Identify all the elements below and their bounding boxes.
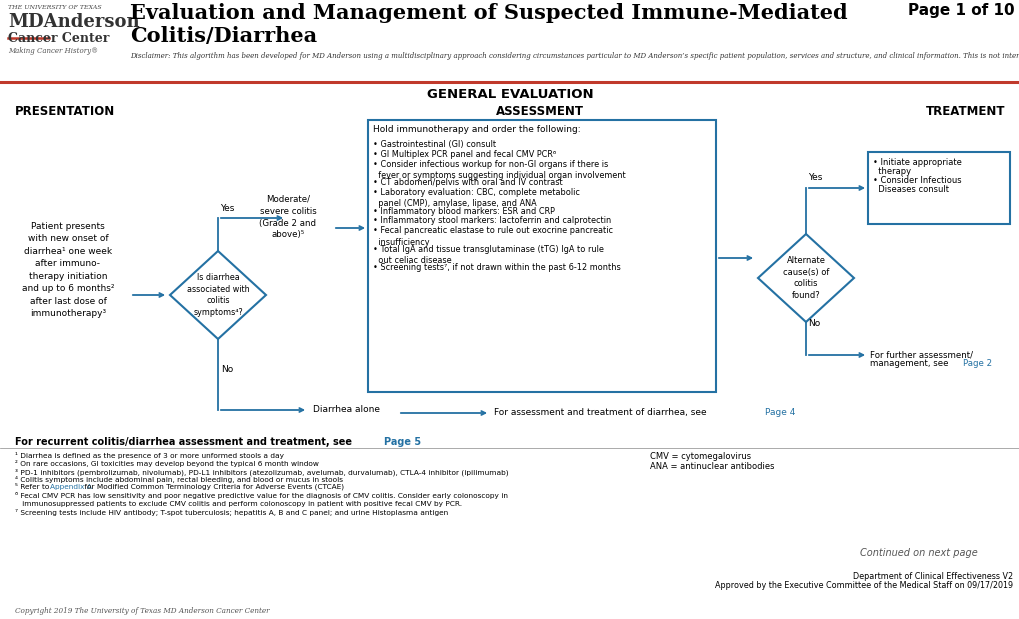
Text: • Initiate appropriate: • Initiate appropriate <box>872 158 961 167</box>
Text: • Laboratory evaluation: CBC, complete metabolic
  panel (CMP), amylase, lipase,: • Laboratory evaluation: CBC, complete m… <box>373 188 580 209</box>
Text: Page 4: Page 4 <box>764 408 795 417</box>
Text: Page 5: Page 5 <box>384 437 421 447</box>
Text: Approved by the Executive Committee of the Medical Staff on 09/17/2019: Approved by the Executive Committee of t… <box>714 581 1012 590</box>
Polygon shape <box>757 234 853 322</box>
Text: Continued on next page: Continued on next page <box>859 548 977 558</box>
Text: Appendix A: Appendix A <box>50 484 92 490</box>
Text: CMV = cytomegalovirus: CMV = cytomegalovirus <box>649 452 750 461</box>
Text: • Fecal pancreatic elastase to rule out exocrine pancreatic
  insufficiency: • Fecal pancreatic elastase to rule out … <box>373 226 612 246</box>
Text: Alternate
cause(s) of
colitis
found?: Alternate cause(s) of colitis found? <box>782 256 828 300</box>
Text: No: No <box>807 319 819 328</box>
Text: Page 2: Page 2 <box>962 359 990 368</box>
Text: No: No <box>221 365 233 374</box>
Text: TREATMENT: TREATMENT <box>924 105 1004 118</box>
Text: • Inflammatory stool markers: lactoferrin and calprotectin: • Inflammatory stool markers: lactoferri… <box>373 217 610 225</box>
Text: Department of Clinical Effectiveness V2: Department of Clinical Effectiveness V2 <box>852 572 1012 581</box>
Text: For assessment and treatment of diarrhea, see: For assessment and treatment of diarrhea… <box>493 408 709 417</box>
Text: Colitis/Diarrhea: Colitis/Diarrhea <box>129 26 317 46</box>
Text: • CT abdomen/pelvis with oral and IV contrast: • CT abdomen/pelvis with oral and IV con… <box>373 178 562 187</box>
Bar <box>867 152 1009 224</box>
Text: ⁶ Fecal CMV PCR has low sensitivity and poor negative predictive value for the d: ⁶ Fecal CMV PCR has low sensitivity and … <box>15 492 507 507</box>
Text: Cancer Center: Cancer Center <box>8 32 109 45</box>
Text: ³ PD-1 inhibitors (pembrolizumab, nivolumab), PD-L1 inhibitors (atezolizumab, av: ³ PD-1 inhibitors (pembrolizumab, nivolu… <box>15 468 508 475</box>
Text: MDAnderson: MDAnderson <box>8 13 140 31</box>
Text: • Total IgA and tissue transglutaminase (tTG) IgA to rule
  out celiac disease: • Total IgA and tissue transglutaminase … <box>373 245 603 266</box>
Text: management, see: management, see <box>869 359 951 368</box>
Text: ² On rare occasions, GI toxicities may develop beyond the typical 6 month window: ² On rare occasions, GI toxicities may d… <box>15 460 319 467</box>
Text: • GI Multiplex PCR panel and fecal CMV PCR⁶: • GI Multiplex PCR panel and fecal CMV P… <box>373 150 555 159</box>
Text: Hold immunotherapy and order the following:: Hold immunotherapy and order the followi… <box>373 125 580 134</box>
Text: Copyright 2019 The University of Texas MD Anderson Cancer Center: Copyright 2019 The University of Texas M… <box>15 607 269 615</box>
Text: For recurrent colitis/diarrhea assessment and treatment, see: For recurrent colitis/diarrhea assessmen… <box>15 437 355 447</box>
Text: ASSESSMENT: ASSESSMENT <box>495 105 584 118</box>
Text: Yes: Yes <box>807 173 821 182</box>
Text: • Consider Infectious: • Consider Infectious <box>872 176 961 185</box>
Text: Diarrhea alone: Diarrhea alone <box>313 405 380 414</box>
Text: for Modified Common Terminology Criteria for Adverse Events (CTCAE): for Modified Common Terminology Criteria… <box>82 484 343 490</box>
Text: therapy: therapy <box>872 167 910 176</box>
Text: ⁵ Refer to: ⁵ Refer to <box>15 484 52 490</box>
Text: PRESENTATION: PRESENTATION <box>15 105 115 118</box>
Text: Diseases consult: Diseases consult <box>872 185 948 194</box>
Text: Moderate/
severe colitis
(Grade 2 and
above)⁵: Moderate/ severe colitis (Grade 2 and ab… <box>259 195 316 240</box>
Text: Is diarrhea
associated with
colitis
symptoms⁴?: Is diarrhea associated with colitis symp… <box>186 273 249 317</box>
Text: • Gastrointestinal (GI) consult: • Gastrointestinal (GI) consult <box>373 140 495 149</box>
Text: • Consider infectious workup for non-GI organs if there is
  fever or symptoms s: • Consider infectious workup for non-GI … <box>373 160 625 180</box>
Text: For further assessment/: For further assessment/ <box>869 350 972 359</box>
Text: ¹ Diarrhea is defined as the presence of 3 or more unformed stools a day: ¹ Diarrhea is defined as the presence of… <box>15 452 283 459</box>
Text: • Inflammatory blood markers: ESR and CRP: • Inflammatory blood markers: ESR and CR… <box>373 207 554 215</box>
Text: Patient presents
with new onset of
diarrhea¹ one week
after immuno-
therapy init: Patient presents with new onset of diarr… <box>21 222 114 318</box>
Text: Evaluation and Management of Suspected Immune-Mediated: Evaluation and Management of Suspected I… <box>129 3 847 23</box>
Text: Yes: Yes <box>220 204 234 213</box>
Bar <box>368 120 715 392</box>
Text: Page 1 of 10: Page 1 of 10 <box>908 3 1014 18</box>
Text: ⁴ Colitis symptoms include abdominal pain, rectal bleeding, and blood or mucus i: ⁴ Colitis symptoms include abdominal pai… <box>15 476 342 483</box>
Text: • Screening tests⁷, if not drawn within the past 6-12 months: • Screening tests⁷, if not drawn within … <box>373 264 621 272</box>
Text: GENERAL EVALUATION: GENERAL EVALUATION <box>426 88 593 101</box>
Text: Making Cancer History®: Making Cancer History® <box>8 47 98 55</box>
Text: ANA = antinuclear antibodies: ANA = antinuclear antibodies <box>649 462 773 471</box>
Text: THE UNIVERSITY OF TEXAS: THE UNIVERSITY OF TEXAS <box>8 5 102 10</box>
Text: Disclaimer: This algorithm has been developed for MD Anderson using a multidisci: Disclaimer: This algorithm has been deve… <box>129 52 1019 60</box>
Polygon shape <box>170 251 266 339</box>
Text: ⁷ Screening tests include HIV antibody; T-spot tuberculosis; hepatitis A, B and : ⁷ Screening tests include HIV antibody; … <box>15 509 447 516</box>
